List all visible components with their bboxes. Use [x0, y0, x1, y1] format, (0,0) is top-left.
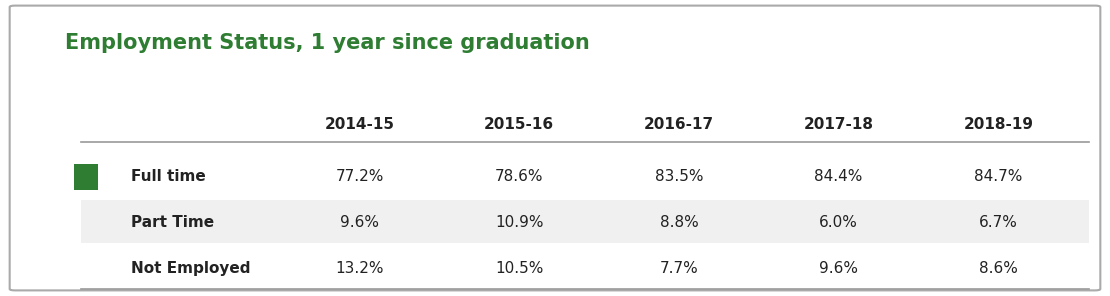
Text: 6.7%: 6.7%	[979, 215, 1018, 230]
Text: 9.6%: 9.6%	[819, 261, 858, 276]
Text: 13.2%: 13.2%	[335, 261, 384, 276]
Text: Part Time: Part Time	[131, 215, 214, 230]
FancyBboxPatch shape	[81, 200, 1089, 243]
Text: 2018-19: 2018-19	[963, 118, 1033, 133]
FancyBboxPatch shape	[81, 246, 1089, 289]
Text: Employment Status, 1 year since graduation: Employment Status, 1 year since graduati…	[64, 33, 589, 53]
Text: 83.5%: 83.5%	[655, 169, 704, 184]
FancyBboxPatch shape	[73, 164, 98, 190]
Text: 2015-16: 2015-16	[484, 118, 554, 133]
Text: 9.6%: 9.6%	[340, 215, 379, 230]
Text: 8.6%: 8.6%	[979, 261, 1018, 276]
Text: 2016-17: 2016-17	[644, 118, 714, 133]
FancyBboxPatch shape	[81, 154, 1089, 197]
Text: 10.9%: 10.9%	[495, 215, 544, 230]
Text: 10.5%: 10.5%	[495, 261, 544, 276]
Text: 8.8%: 8.8%	[659, 215, 698, 230]
Text: 84.7%: 84.7%	[975, 169, 1022, 184]
Text: Full time: Full time	[131, 169, 205, 184]
FancyBboxPatch shape	[10, 6, 1100, 290]
Text: 78.6%: 78.6%	[495, 169, 544, 184]
Text: 84.4%: 84.4%	[815, 169, 862, 184]
Text: Not Employed: Not Employed	[131, 261, 251, 276]
Text: 7.7%: 7.7%	[659, 261, 698, 276]
Text: 2017-18: 2017-18	[804, 118, 874, 133]
Text: 2014-15: 2014-15	[324, 118, 394, 133]
Text: 77.2%: 77.2%	[335, 169, 384, 184]
Text: 6.0%: 6.0%	[819, 215, 858, 230]
